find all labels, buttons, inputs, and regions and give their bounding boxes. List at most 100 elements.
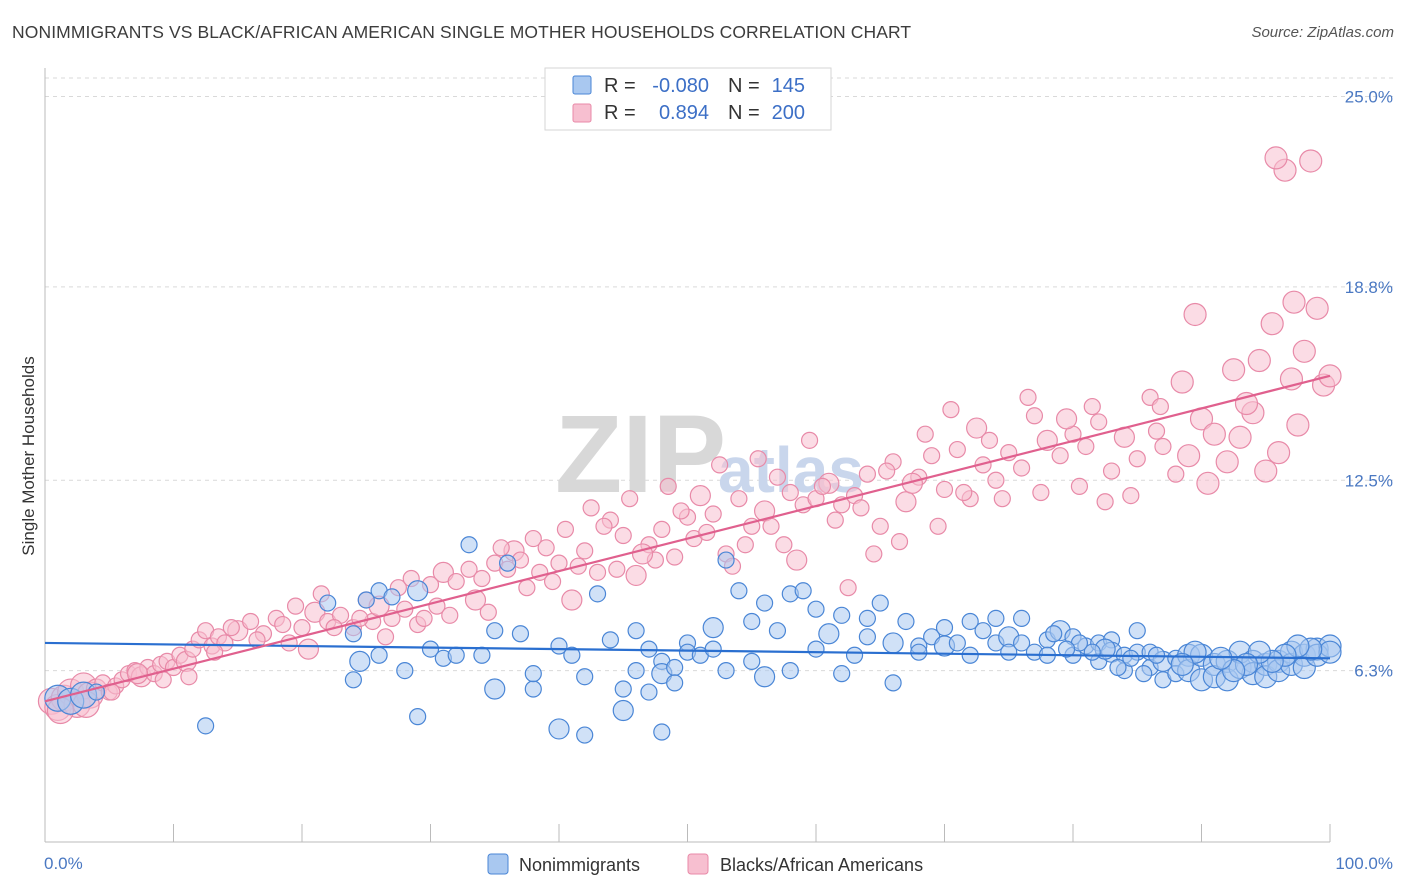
pink-point xyxy=(608,560,626,578)
pink-point xyxy=(839,579,857,597)
pink-point xyxy=(653,520,671,538)
pink-point xyxy=(923,447,941,465)
blue-point xyxy=(460,536,478,554)
pink-point xyxy=(293,619,311,637)
pink-point xyxy=(180,668,198,686)
pink-point xyxy=(1282,290,1306,314)
legend-box xyxy=(544,67,832,131)
legend-n-label-blue: N = xyxy=(728,75,760,97)
pink-point xyxy=(948,440,966,459)
blue-point xyxy=(897,612,915,631)
legend-r-value-pink: 0.894 xyxy=(659,102,709,124)
blue-point xyxy=(666,658,684,677)
blue-point xyxy=(370,646,388,664)
pink-point xyxy=(1247,348,1271,373)
blue-point xyxy=(910,643,928,661)
pink-point xyxy=(524,529,542,548)
pink-point xyxy=(1264,146,1288,170)
pink-point xyxy=(304,601,326,623)
pink-point xyxy=(561,589,583,611)
pink-point xyxy=(775,536,793,554)
pink-point xyxy=(621,490,639,508)
pink-point xyxy=(749,450,767,468)
blue-point xyxy=(818,623,840,645)
blue-point xyxy=(407,580,429,602)
blue-point xyxy=(1109,658,1127,677)
x-ticks xyxy=(173,824,1331,842)
blue-point xyxy=(961,612,979,631)
blue-point xyxy=(421,640,440,658)
pink-point xyxy=(781,483,799,502)
blue-point xyxy=(1012,609,1031,628)
blue-point xyxy=(858,609,877,628)
pink-point xyxy=(441,606,459,624)
blue-point xyxy=(755,594,774,612)
pink-point xyxy=(1090,413,1108,431)
blue-point xyxy=(845,646,864,664)
bottom-legend-label-blue: Nonimmigrants xyxy=(519,855,640,875)
pink-point xyxy=(1012,459,1031,477)
legend-r-label-pink: R = xyxy=(604,102,636,124)
pink-point xyxy=(786,549,808,571)
blue-point xyxy=(319,594,337,612)
pink-point xyxy=(1292,339,1316,363)
blue-point xyxy=(524,665,542,683)
pink-point xyxy=(1266,441,1291,465)
legend-swatch-blue xyxy=(572,75,592,95)
pink-point xyxy=(762,517,780,535)
pink-point xyxy=(993,490,1011,508)
pink-point xyxy=(672,502,690,520)
blue-point xyxy=(1318,640,1342,664)
pink-point xyxy=(1170,370,1194,394)
pink-point xyxy=(625,564,647,587)
pink-point xyxy=(582,499,600,517)
pink-point xyxy=(980,431,999,449)
pink-point xyxy=(432,561,454,583)
blue-point xyxy=(666,674,684,692)
blue-point xyxy=(1135,665,1153,683)
pink-point xyxy=(415,609,433,628)
pink-point xyxy=(1167,465,1185,483)
bottom-legend-swatch-pink xyxy=(687,853,709,875)
pink-point xyxy=(576,542,594,560)
pink-point xyxy=(1196,471,1220,495)
blue-point xyxy=(807,640,825,658)
blue-point xyxy=(1045,625,1063,643)
legend-n-value-blue: 145 xyxy=(772,75,805,97)
blue-point xyxy=(717,551,735,569)
blue-point xyxy=(548,718,570,740)
pink-point xyxy=(543,572,562,591)
pink-point xyxy=(631,543,654,565)
bottom-legend-label-pink: Blacks/African Americans xyxy=(720,855,923,875)
legend-r-label-blue: R = xyxy=(604,75,636,97)
pink-point xyxy=(704,505,722,523)
pink-point xyxy=(1025,407,1044,425)
blue-series-points xyxy=(44,536,1342,744)
pink-point xyxy=(154,671,172,689)
pink-point xyxy=(1202,422,1226,446)
blue-point xyxy=(640,683,658,701)
blue-point xyxy=(871,594,889,612)
pink-point xyxy=(852,499,870,517)
blue-point xyxy=(1057,640,1076,658)
blue-point xyxy=(627,622,645,640)
pink-point xyxy=(955,483,973,502)
pink-point xyxy=(1102,462,1121,480)
blue-point xyxy=(627,661,645,680)
pink-trendline xyxy=(44,374,1331,703)
pink-point xyxy=(518,579,536,597)
pink-point xyxy=(1299,149,1323,173)
pink-point xyxy=(556,520,575,538)
blue-trendline xyxy=(44,641,1331,660)
pink-point xyxy=(736,536,754,554)
blue-point xyxy=(447,646,465,664)
x-tick-label-max: 100.0% xyxy=(1335,854,1393,873)
pink-point xyxy=(768,468,787,486)
pink-point xyxy=(492,539,510,557)
blue-point xyxy=(344,671,362,689)
blue-point xyxy=(794,582,812,600)
blue-point xyxy=(833,606,851,624)
pink-point xyxy=(464,589,487,611)
blue-point xyxy=(1122,649,1140,667)
chart-title: NONIMMIGRANTS VS BLACK/AFRICAN AMERICAN … xyxy=(12,22,912,42)
